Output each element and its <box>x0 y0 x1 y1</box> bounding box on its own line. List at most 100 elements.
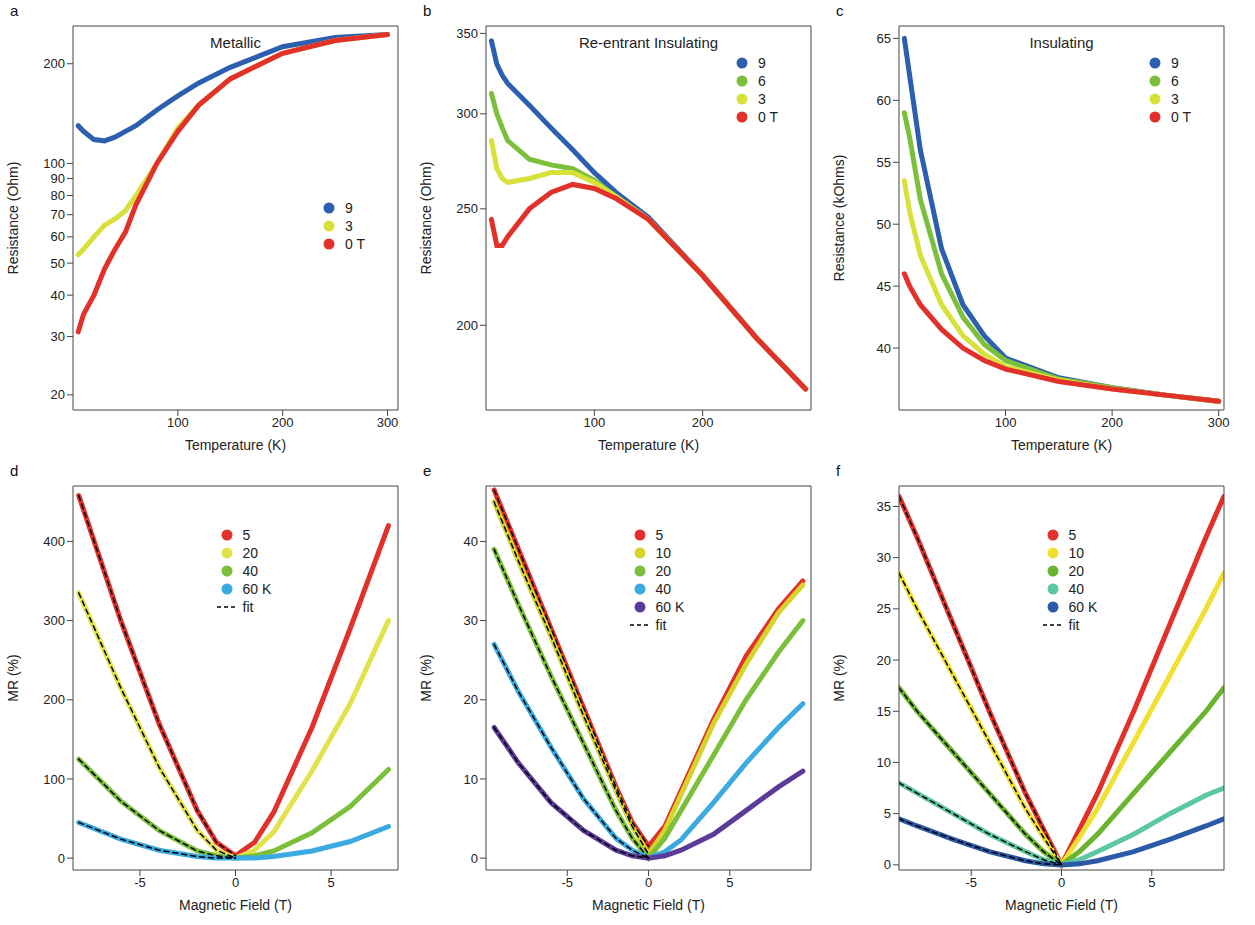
html-text:Metallic: Metallic <box>210 34 261 51</box>
svg-text:0: 0 <box>1058 875 1065 890</box>
svg-text:Resistance (kOhms): Resistance (kOhms) <box>832 155 847 282</box>
html-text:0 T: 0 T <box>1171 109 1191 125</box>
html-text:fit: fit <box>655 617 667 633</box>
svg-text:Magnetic Field (T): Magnetic Field (T) <box>179 897 292 913</box>
html-text:20: 20 <box>655 563 672 579</box>
svg-text:Magnetic Field (T): Magnetic Field (T) <box>1005 897 1118 913</box>
svg-text:MR (%): MR (%) <box>6 654 21 701</box>
svg-text:100: 100 <box>43 156 65 171</box>
svg-text:0: 0 <box>471 851 478 866</box>
svg-text:200: 200 <box>456 318 478 333</box>
html-text:Re-entrant Insulating: Re-entrant Insulating <box>578 34 719 51</box>
svg-text:-5: -5 <box>561 875 573 890</box>
svg-text:55: 55 <box>877 155 891 170</box>
html-text:60 K: 60 K <box>242 581 272 597</box>
html-text:Insulating: Insulating <box>1029 34 1094 51</box>
svg-text:50: 50 <box>877 217 891 232</box>
svg-text:15: 15 <box>877 704 891 719</box>
html-text:5: 5 <box>655 527 664 543</box>
svg-text:Temperature (K): Temperature (K) <box>598 437 699 453</box>
html-text:c: c <box>836 2 844 19</box>
svg-text:5: 5 <box>884 806 891 821</box>
svg-text:10: 10 <box>464 772 478 787</box>
svg-text:30: 30 <box>51 329 65 344</box>
svg-text:70: 70 <box>51 207 65 222</box>
html-text:0 T: 0 T <box>758 109 778 125</box>
svg-text:100: 100 <box>167 415 189 430</box>
html-text:a: a <box>10 2 19 19</box>
svg-text:100: 100 <box>583 415 605 430</box>
html-text:10: 10 <box>655 545 672 561</box>
svg-text:200: 200 <box>692 415 714 430</box>
svg-text:5: 5 <box>1148 875 1155 890</box>
svg-text:20: 20 <box>51 387 65 402</box>
svg-text:Resistance (Ohm): Resistance (Ohm) <box>6 162 21 275</box>
html-text:6: 6 <box>758 73 766 89</box>
svg-text:5: 5 <box>327 875 334 890</box>
svg-text:80: 80 <box>51 188 65 203</box>
svg-text:30: 30 <box>877 550 891 565</box>
svg-text:0: 0 <box>645 875 652 890</box>
html-text:d: d <box>10 462 19 479</box>
html-text:3: 3 <box>345 217 353 234</box>
html-text:fit: fit <box>1068 617 1080 633</box>
html-text:5: 5 <box>242 527 251 543</box>
svg-text:40: 40 <box>51 288 65 303</box>
svg-text:300: 300 <box>377 415 399 430</box>
svg-text:200: 200 <box>1101 415 1123 430</box>
svg-text:20: 20 <box>464 692 478 707</box>
svg-text:25: 25 <box>877 601 891 616</box>
html-text:40: 40 <box>655 581 672 597</box>
svg-text:300: 300 <box>1208 415 1230 430</box>
svg-text:60: 60 <box>51 229 65 244</box>
svg-text:0: 0 <box>884 857 891 872</box>
svg-text:-5: -5 <box>134 875 146 890</box>
html-text:9: 9 <box>758 55 766 71</box>
svg-text:Temperature (K): Temperature (K) <box>1011 437 1112 453</box>
html-text:40: 40 <box>1068 581 1085 597</box>
html-text:60 K: 60 K <box>655 599 685 615</box>
svg-text:60: 60 <box>877 93 891 108</box>
html-text:20: 20 <box>242 545 259 561</box>
svg-text:10: 10 <box>877 755 891 770</box>
html-text:e: e <box>423 462 432 479</box>
html-text:3: 3 <box>758 91 766 107</box>
html-text:10: 10 <box>1068 545 1085 561</box>
html-text:20: 20 <box>1068 563 1085 579</box>
svg-text:MR (%): MR (%) <box>419 654 434 701</box>
svg-text:100: 100 <box>43 772 65 787</box>
svg-text:350: 350 <box>456 26 478 41</box>
svg-text:0: 0 <box>58 851 65 866</box>
svg-text:200: 200 <box>43 692 65 707</box>
svg-text:40: 40 <box>464 534 478 549</box>
svg-text:0: 0 <box>232 875 239 890</box>
svg-text:Temperature (K): Temperature (K) <box>185 437 286 453</box>
svg-text:30: 30 <box>464 613 478 628</box>
svg-text:5: 5 <box>726 875 733 890</box>
html-text:b: b <box>423 2 432 19</box>
svg-text:50: 50 <box>51 256 65 271</box>
svg-text:200: 200 <box>272 415 294 430</box>
svg-text:20: 20 <box>877 653 891 668</box>
html-text:60 K: 60 K <box>1068 599 1098 615</box>
svg-text:300: 300 <box>43 613 65 628</box>
html-text:9: 9 <box>345 199 353 216</box>
svg-text:200: 200 <box>43 56 65 71</box>
svg-text:Magnetic Field (T): Magnetic Field (T) <box>592 897 705 913</box>
svg-text:Resistance (Ohm): Resistance (Ohm) <box>419 162 434 275</box>
html-text:5: 5 <box>1068 527 1077 543</box>
svg-text:300: 300 <box>456 106 478 121</box>
svg-text:-5: -5 <box>965 875 977 890</box>
svg-text:90: 90 <box>51 171 65 186</box>
svg-text:45: 45 <box>877 279 891 294</box>
html-text:40: 40 <box>242 563 259 579</box>
html-text:0 T: 0 T <box>345 235 365 252</box>
svg-text:35: 35 <box>877 499 891 514</box>
svg-text:400: 400 <box>43 534 65 549</box>
svg-text:250: 250 <box>456 201 478 216</box>
svg-text:65: 65 <box>877 31 891 46</box>
svg-text:100: 100 <box>995 415 1017 430</box>
svg-text:40: 40 <box>877 341 891 356</box>
html-text:fit: fit <box>242 599 254 615</box>
svg-text:MR (%): MR (%) <box>832 654 847 701</box>
